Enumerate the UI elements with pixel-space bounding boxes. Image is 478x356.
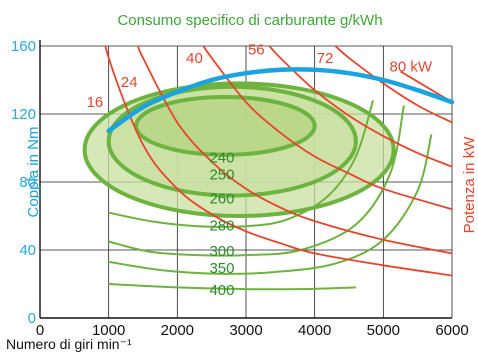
y-tick-80: 80: [19, 174, 36, 191]
power-label-40: 40: [186, 50, 203, 67]
y-tick-40: 40: [19, 242, 36, 259]
consumption-label-260: 260: [209, 190, 234, 207]
y-axis-label-left: Coppia in Nm: [25, 127, 42, 218]
consumption-label-350: 350: [209, 260, 234, 277]
torque-curve-group: [106, 67, 455, 134]
y-tick-160: 160: [11, 38, 36, 55]
power-label-16: 16: [87, 94, 104, 111]
power-line-72: [334, 46, 452, 124]
consumption-line-350: [108, 134, 433, 275]
consumption-line-400: [108, 283, 356, 291]
x-tick-3000: 3000: [229, 322, 262, 339]
x-tick-5000: 5000: [367, 322, 400, 339]
power-line-24: [137, 46, 452, 255]
power-labels: 16 24 40 56 72 80 kW: [87, 42, 433, 112]
x-axis-label: Numero di giri min⁻¹: [6, 336, 132, 352]
x-tick-4000: 4000: [298, 322, 331, 339]
x-tick-6000: 6000: [435, 322, 468, 339]
power-label-72: 72: [317, 50, 334, 67]
power-line-56: [268, 46, 452, 168]
x-tick-0: 0: [36, 322, 44, 339]
y-axis-label-right: Potenza in kW: [461, 136, 478, 234]
power-line-16: [104, 46, 452, 277]
x-tick-1000: 1000: [92, 322, 125, 339]
consumption-label-300: 300: [209, 243, 234, 260]
x-tick-2000: 2000: [161, 322, 194, 339]
consumption-label-240: 240: [209, 150, 234, 167]
consumption-label-280: 280: [209, 218, 234, 235]
tick-labels: 0 1000 2000 3000 4000 5000 6000 0 40 80 120 160: [11, 38, 469, 339]
torque-curve: [106, 67, 455, 134]
consumption-label-400: 400: [209, 282, 234, 299]
chart-title: Consumo specifico di carburante g/kWh: [117, 12, 382, 29]
axes: [39, 40, 452, 319]
consumption-line-250: [106, 84, 358, 198]
power-label-24: 24: [121, 74, 138, 91]
consumption-line-260: [82, 81, 396, 218]
y-tick-120: 120: [11, 106, 36, 123]
consumption-line-280: [108, 100, 374, 228]
consumption-lines: [82, 81, 433, 291]
power-line-40: [202, 46, 452, 211]
power-label-56: 56: [248, 42, 265, 59]
consumption-line-240: [134, 95, 317, 157]
power-label-80-kW: 80 kW: [390, 59, 433, 76]
consumption-fill-240: [136, 97, 315, 155]
consumption-line-300: [108, 105, 405, 257]
consumption-label-250: 250: [209, 167, 234, 184]
y-tick-0: 0: [28, 310, 36, 327]
